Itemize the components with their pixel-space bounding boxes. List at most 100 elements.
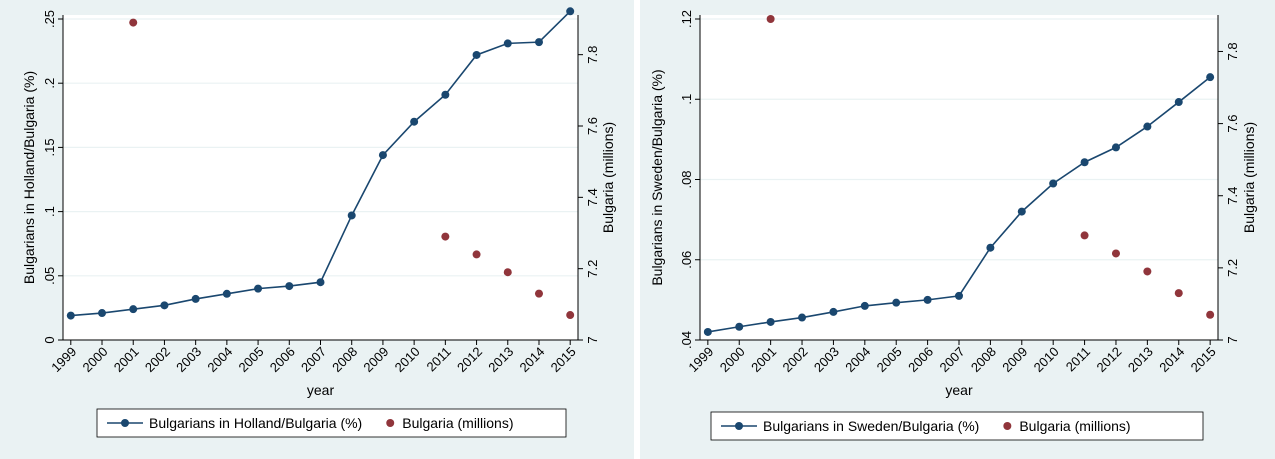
x-tick-label: 2011 (424, 344, 454, 374)
x-tick-label: 2013 (1125, 344, 1156, 375)
scatter-point (1206, 310, 1215, 319)
legend-label: Bulgarians in Sweden/Bulgaria (%) (763, 418, 979, 434)
scatter-point (1174, 289, 1183, 298)
series-point (441, 90, 450, 99)
series-point (798, 313, 807, 322)
legend-marker-key (386, 419, 395, 427)
x-tick-label: 2008 (968, 344, 999, 375)
x-tick-label: 2001 (748, 344, 779, 375)
series-point (735, 322, 744, 331)
series-point (860, 301, 869, 310)
x-tick-label: 2000 (717, 344, 748, 375)
legend-box (710, 411, 1204, 441)
y-axis-title-left: Bulgarians in Holland/Bulgaria (%) (21, 71, 37, 284)
x-tick-label: 2007 (936, 344, 967, 375)
legend-marker-key (1003, 422, 1012, 430)
y-tick-label-right: 7 (1225, 336, 1240, 343)
x-tick-label: 2008 (329, 344, 360, 375)
x-tick-label: 1999 (48, 344, 79, 375)
y-tick-label-left: .05 (42, 267, 57, 285)
series-point (285, 282, 294, 291)
y-tick-label-right: 7.4 (1225, 187, 1240, 205)
y-axis-title-right: Bulgaria (millions) (1241, 122, 1257, 233)
series-point (1143, 122, 1152, 131)
scatter-point (566, 311, 575, 320)
x-tick-label: 2001 (111, 344, 142, 375)
x-tick-label: 2012 (1093, 344, 1124, 375)
series-point (1080, 158, 1089, 167)
scatter-point (1080, 231, 1089, 240)
legend-label: Bulgaria (millions) (1019, 418, 1130, 434)
plot-area (63, 15, 578, 340)
x-tick-label: 2009 (360, 344, 391, 375)
x-tick-label: 2012 (454, 344, 485, 375)
series-point (160, 301, 169, 310)
scatter-point (503, 268, 512, 277)
y-tick-label-right: 7.2 (1225, 259, 1240, 277)
legend-label: Bulgaria (millions) (402, 415, 513, 431)
y-tick-label-left: .1 (679, 94, 694, 105)
y-tick-label-right: 7.8 (1225, 42, 1240, 60)
y-tick-label-left: .08 (679, 170, 694, 188)
legend: Bulgarians in Sweden/Bulgaria (%) Bulgari… (710, 411, 1204, 441)
series-point (766, 317, 775, 326)
x-tick-label: 2014 (516, 344, 547, 375)
series-point (1206, 73, 1215, 82)
series-point (955, 291, 963, 300)
x-axis-title: year (307, 382, 335, 398)
scatter-point (766, 15, 775, 23)
scatter-point (534, 289, 543, 298)
y-tick-label-left: .06 (679, 251, 694, 269)
series-point (503, 39, 512, 48)
series-point (191, 294, 200, 303)
plot-area (700, 15, 1218, 340)
x-tick-label: 2009 (999, 344, 1030, 375)
series-point (892, 298, 901, 307)
x-tick-label: 2002 (780, 344, 811, 375)
series-point (986, 243, 995, 252)
series-point (1111, 143, 1120, 152)
series-point (410, 117, 419, 126)
y-tick-label-right: 7 (585, 336, 600, 343)
scatter-point (1111, 249, 1120, 258)
series-point (66, 311, 75, 320)
y-axis-title-right: Bulgaria (millions) (600, 122, 616, 233)
x-axis-title: year (945, 382, 973, 398)
y-tick-label-left: .25 (42, 10, 57, 28)
scatter-point (441, 232, 450, 241)
y-tick-label-right: 7.2 (585, 260, 600, 278)
y-tick-label-left: 0 (42, 336, 57, 343)
x-tick-label: 2003 (173, 344, 204, 375)
y-axis-title-left: Bulgarians in Sweden/Bulgaria (%) (649, 69, 665, 285)
chart-panel-holland: 0.05.1.15.2.25 7 7.2 7.4 7.6 7.8 1999 2000 2001 2… (0, 0, 634, 459)
x-tick-label: 2013 (485, 344, 516, 375)
legend-marker-key (735, 422, 743, 430)
x-tick-label: 2006 (905, 344, 936, 375)
x-tick-label: 2005 (874, 344, 905, 375)
x-tick-label: 2010 (1031, 344, 1062, 375)
legend-marker-key (121, 419, 129, 427)
series-point (1017, 207, 1026, 216)
x-tick-label: 2002 (142, 344, 173, 375)
x-tick-label: 2004 (842, 344, 873, 375)
x-tick-label: 2004 (204, 344, 235, 375)
legend: Bulgarians in Holland/Bulgaria (%) Bulgar… (96, 408, 567, 438)
y-tick-label-right: 7.4 (585, 188, 600, 206)
y-tick-label-right: 7.6 (1225, 115, 1240, 133)
y-tick-label-left: .2 (42, 78, 57, 89)
series-point (923, 295, 932, 304)
series-point (1049, 179, 1058, 188)
x-tick-label: 2010 (392, 344, 423, 375)
y-tick-label-left: .15 (42, 138, 57, 156)
y-tick-label-left: .1 (42, 206, 57, 217)
y-tick-label-left: .12 (679, 10, 694, 28)
legend-box (96, 408, 567, 438)
series-point (829, 307, 838, 316)
series-point (347, 211, 356, 220)
series-point (1174, 98, 1183, 107)
legend-label: Bulgarians in Holland/Bulgaria (%) (149, 415, 362, 431)
series-point (378, 151, 387, 160)
x-tick-label: 2011 (1063, 344, 1093, 374)
